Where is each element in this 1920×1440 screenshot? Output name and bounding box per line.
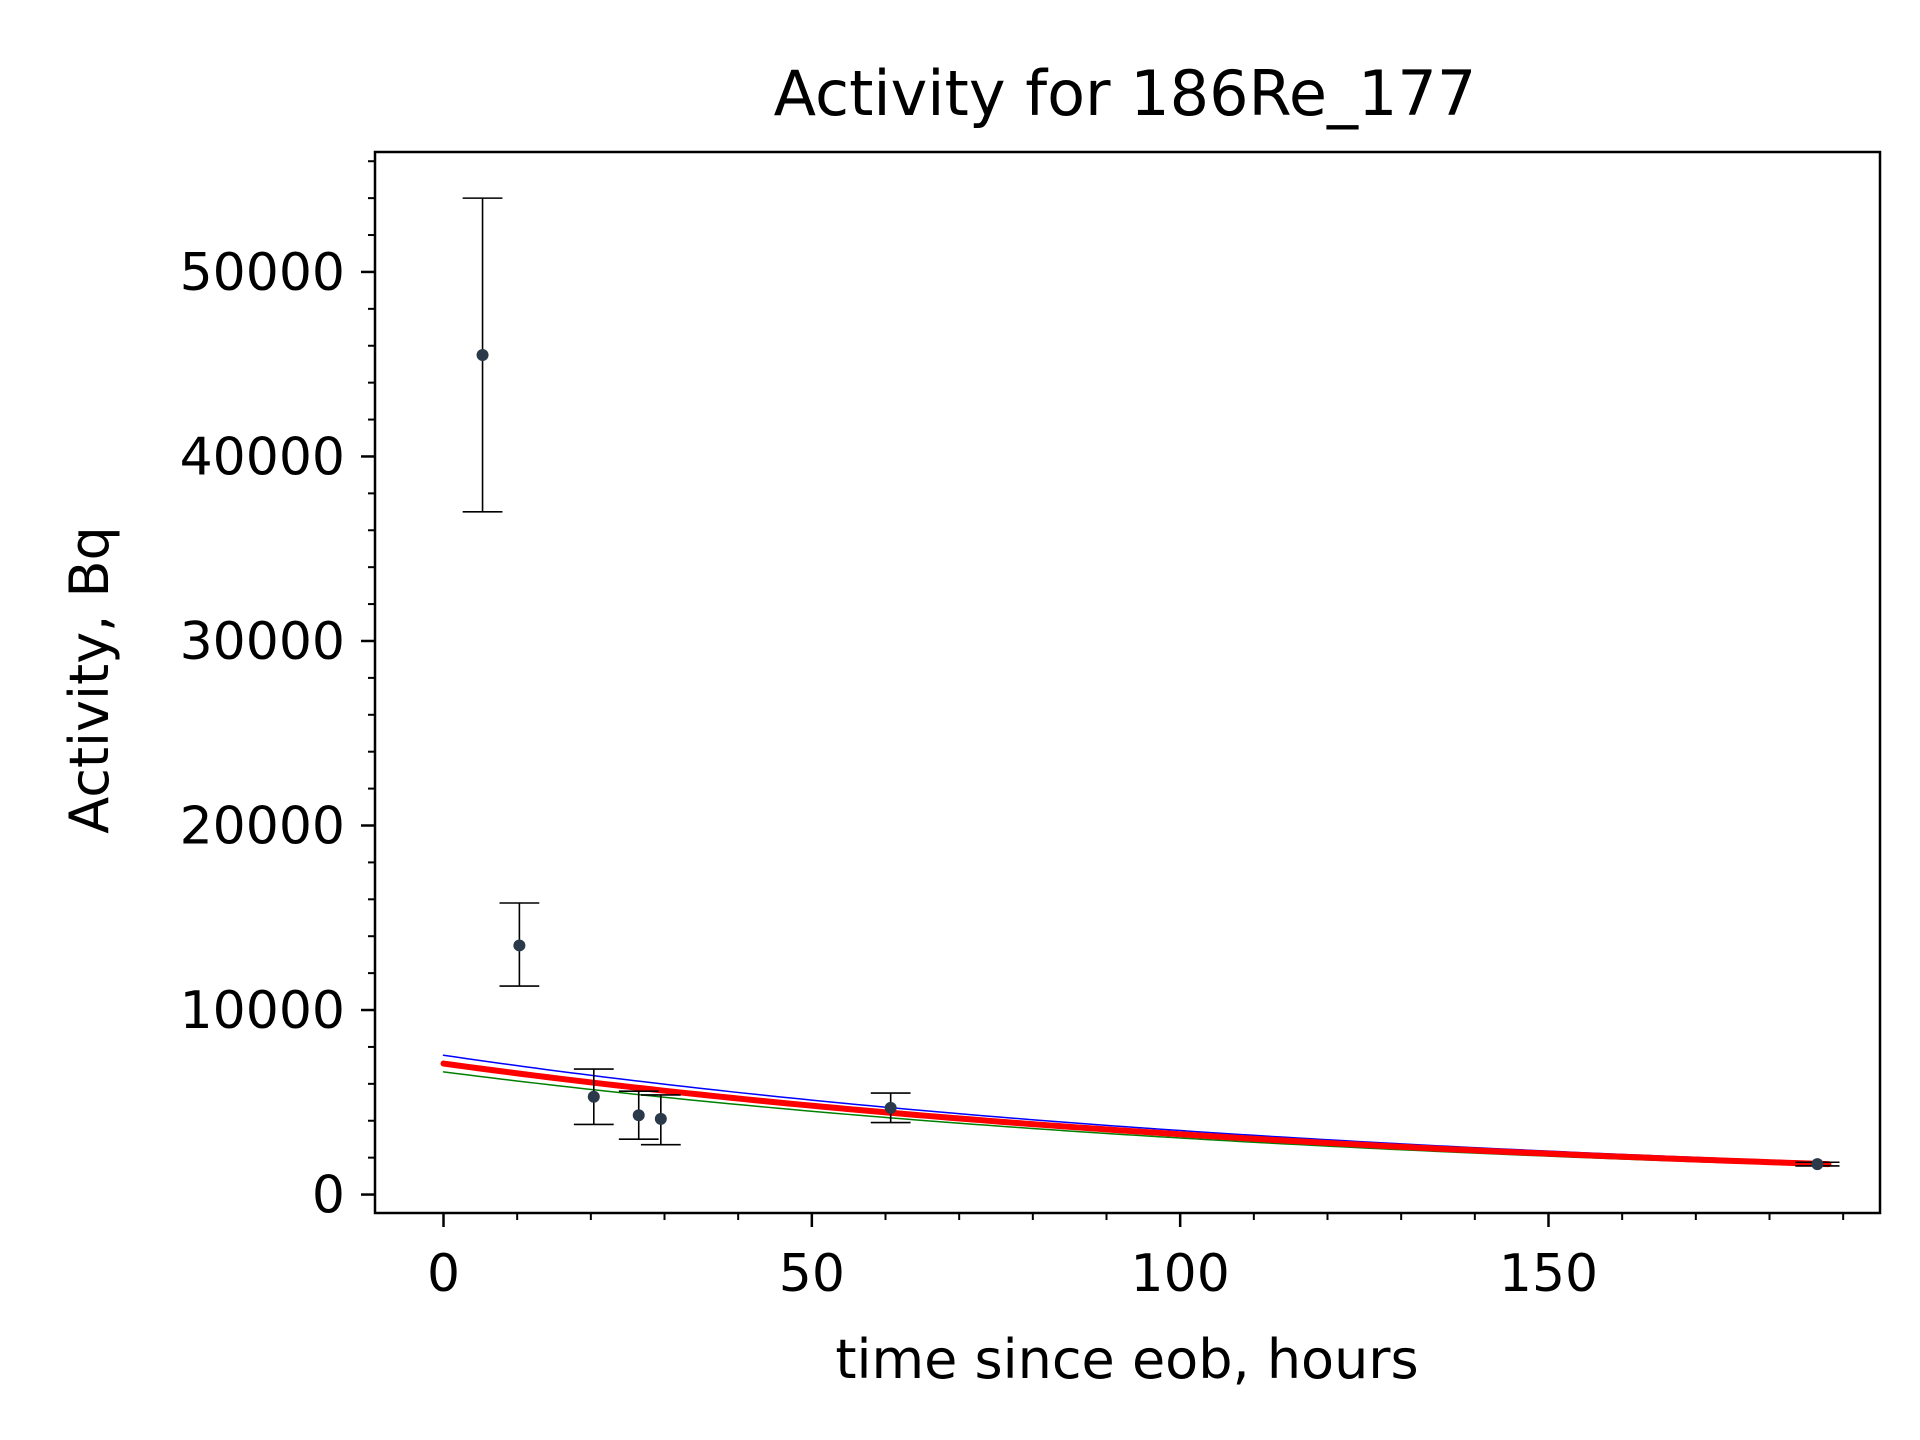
- plot-frame: [373, 150, 1882, 1215]
- y-tick-label: 30000: [180, 612, 345, 672]
- data-point: [587, 1090, 600, 1103]
- x-tick-label: 0: [427, 1244, 460, 1304]
- y-tick-label: 0: [312, 1166, 345, 1226]
- data-point: [654, 1112, 667, 1125]
- y-tick-label: 10000: [180, 981, 345, 1041]
- plot-area: 0 10000 20000 30000 40000 50000 0 50 100 150: [180, 150, 1882, 1304]
- fit-curve-fit: [440, 1060, 1832, 1168]
- x-axis-label: time since eob, hours: [835, 1328, 1418, 1391]
- data-point: [513, 939, 526, 952]
- y-tick-label: 40000: [180, 427, 345, 487]
- x-tick-label: 100: [1131, 1244, 1230, 1304]
- data-point: [632, 1109, 645, 1122]
- y-tick-label: 50000: [180, 243, 345, 303]
- x-tick-label: 50: [779, 1244, 845, 1304]
- data-point: [1811, 1158, 1824, 1171]
- data-point: [884, 1101, 897, 1114]
- y-tick-label: 20000: [180, 797, 345, 857]
- y-axis-label: Activity, Bq: [58, 526, 121, 834]
- data-point: [476, 348, 489, 361]
- chart-title: Activity for 186Re_177: [774, 57, 1477, 130]
- x-tick-label: 150: [1499, 1244, 1598, 1304]
